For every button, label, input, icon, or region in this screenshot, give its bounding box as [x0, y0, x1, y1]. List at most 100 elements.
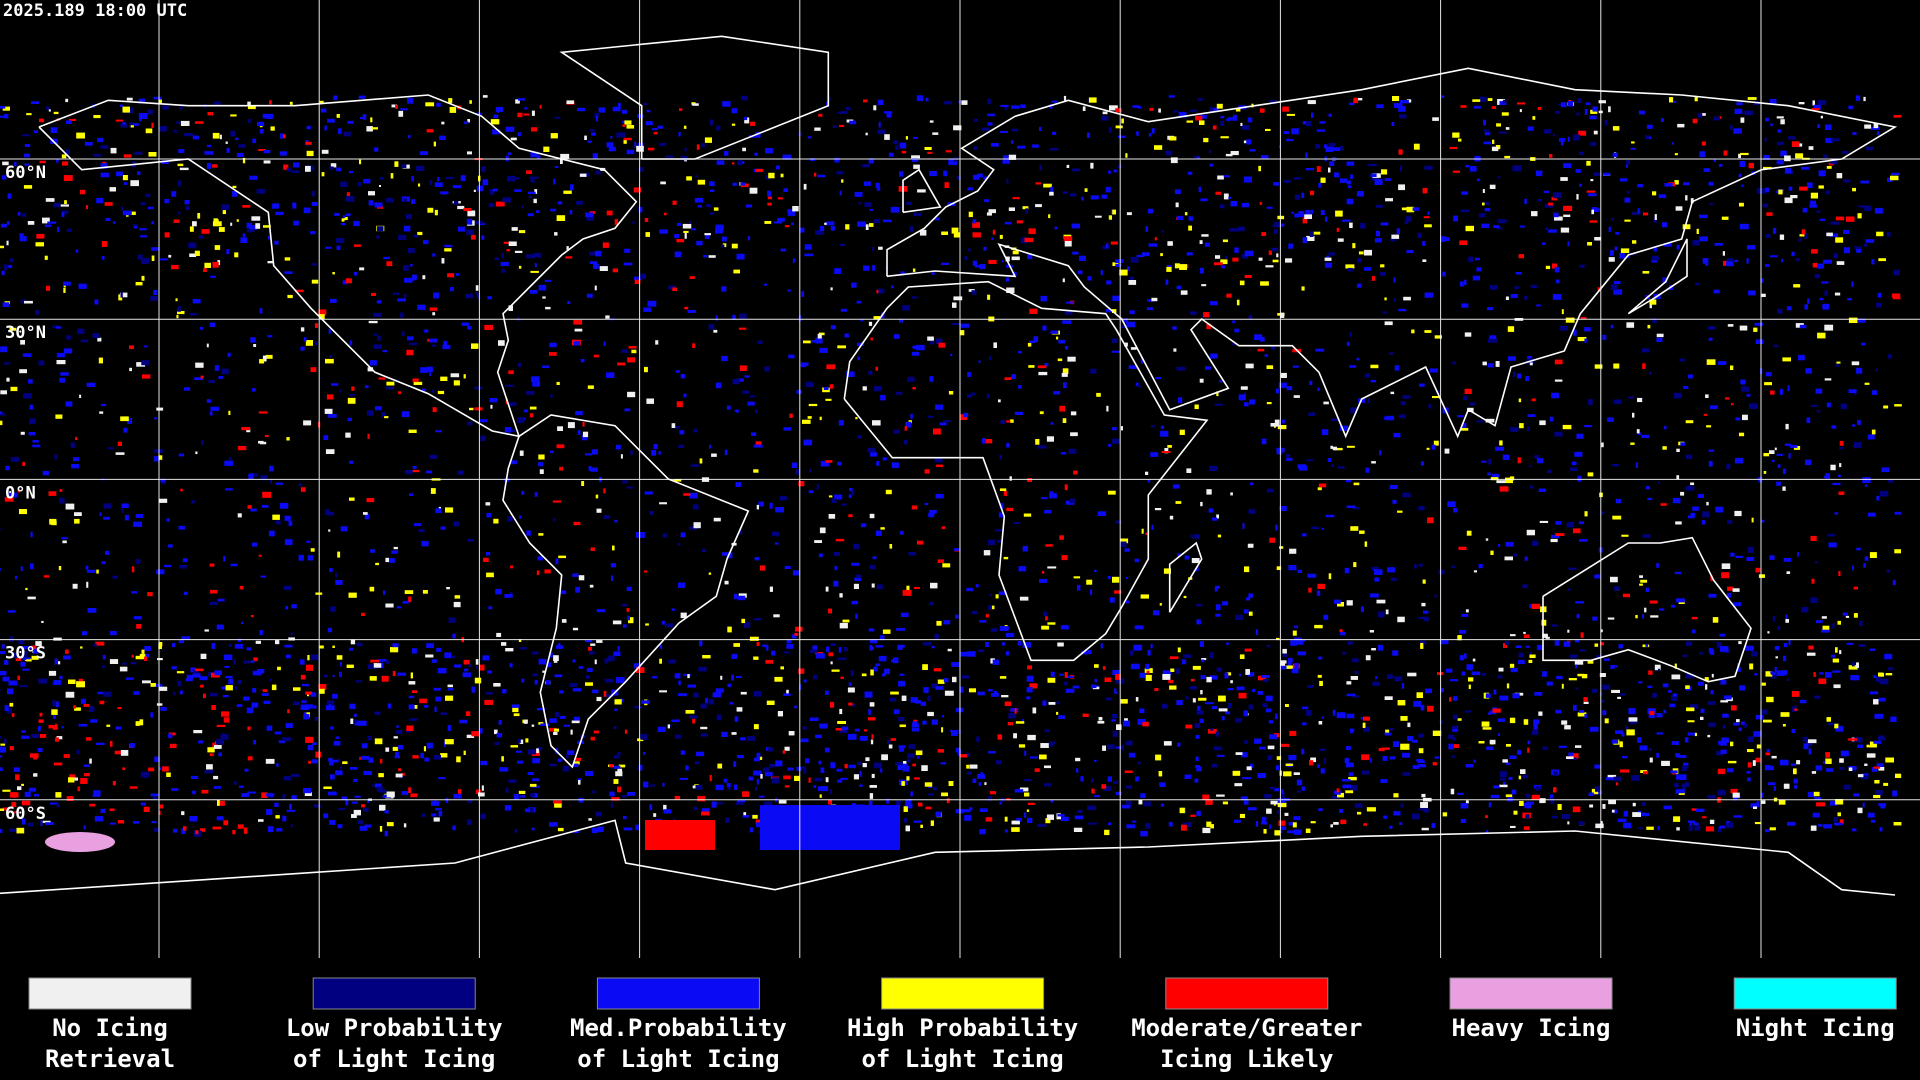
icing-pixel	[1291, 128, 1299, 135]
icing-pixel	[1476, 420, 1484, 423]
icing-pixel	[1572, 806, 1581, 813]
icing-pixel	[458, 789, 462, 795]
icing-pixel	[1049, 491, 1054, 496]
icing-pixel	[1375, 230, 1380, 237]
icing-pixel	[1497, 675, 1503, 679]
icing-pixel	[1342, 784, 1352, 789]
icing-pixel	[949, 161, 957, 166]
icing-pixel	[357, 182, 362, 187]
icing-pixel	[844, 764, 848, 769]
icing-pixel	[687, 309, 696, 313]
icing-pixel	[933, 428, 941, 435]
icing-pixel	[72, 583, 78, 589]
icing-pixel	[868, 321, 873, 326]
icing-pixel	[445, 695, 454, 701]
icing-pixel	[466, 229, 475, 235]
icing-pixel	[1202, 827, 1211, 834]
icing-pixel	[1195, 765, 1201, 768]
icing-pixel	[1107, 490, 1116, 495]
icing-pixel	[1062, 191, 1068, 194]
icing-pixel	[685, 765, 689, 771]
icing-pixel	[242, 157, 246, 164]
icing-pixel	[1474, 257, 1480, 261]
icing-pixel	[463, 208, 472, 212]
icing-pixel	[1549, 416, 1554, 422]
icing-pixel	[160, 478, 166, 483]
icing-pixel	[1011, 827, 1020, 832]
icing-pixel	[1692, 629, 1696, 634]
icing-pixel	[1315, 348, 1325, 352]
icing-pixel	[764, 283, 767, 286]
icing-pixel	[906, 201, 912, 205]
icing-pixel	[329, 354, 333, 358]
icing-pixel	[1578, 539, 1588, 542]
icing-pixel	[1287, 830, 1295, 834]
icing-pixel	[1158, 108, 1161, 113]
icing-pixel	[1520, 802, 1529, 806]
icing-pixel	[1011, 140, 1014, 144]
icing-pixel	[179, 167, 189, 171]
icing-pixel	[41, 620, 44, 623]
icing-pixel	[207, 112, 214, 116]
icing-pixel	[1623, 810, 1629, 817]
icing-pixel	[605, 315, 610, 319]
icing-pixel	[1755, 757, 1761, 763]
icing-pixel	[1243, 800, 1249, 805]
icing-pixel	[467, 421, 473, 426]
icing-pixel	[1597, 287, 1602, 291]
icing-pixel	[1746, 245, 1756, 250]
icing-pixel	[538, 533, 544, 536]
icing-pixel	[1452, 132, 1460, 138]
icing-pixel	[1765, 752, 1771, 756]
icing-pixel	[1228, 196, 1232, 199]
icing-pixel	[1864, 382, 1870, 385]
icing-pixel	[444, 248, 452, 252]
icing-pixel	[1535, 170, 1543, 177]
icing-pixel	[1577, 337, 1587, 342]
icing-pixel	[1049, 191, 1054, 196]
icing-pixel	[834, 268, 842, 274]
icing-pixel	[979, 620, 987, 623]
icing-pixel	[1404, 221, 1409, 224]
icing-pixel	[1813, 791, 1820, 797]
icing-pixel	[539, 469, 544, 474]
icing-pixel	[398, 768, 402, 772]
icing-pixel	[544, 279, 552, 282]
icing-pixel	[22, 668, 30, 671]
icing-pixel	[218, 376, 224, 379]
icing-pixel	[450, 373, 460, 378]
icing-pixel	[1345, 790, 1354, 794]
icing-pixel	[1044, 363, 1049, 367]
icing-pixel	[985, 613, 989, 618]
icing-pixel	[1777, 626, 1781, 631]
icing-pixel	[213, 218, 218, 225]
icing-pixel	[182, 558, 188, 562]
icing-pixel	[283, 585, 292, 590]
icing-pixel	[341, 218, 345, 222]
icing-pixel	[560, 590, 567, 595]
icing-pixel	[1826, 166, 1832, 169]
icing-pixel	[1493, 689, 1497, 695]
icing-pixel	[1137, 718, 1146, 725]
icing-pixel	[1878, 258, 1886, 262]
icing-pixel	[1304, 214, 1312, 219]
icing-pixel	[1602, 804, 1606, 809]
icing-pixel	[651, 449, 657, 456]
icing-pixel	[834, 494, 843, 500]
icing-pixel	[615, 771, 623, 777]
icing-pixel	[1534, 692, 1543, 696]
icing-pixel	[4, 705, 9, 711]
icing-pixel	[1545, 227, 1549, 230]
icing-pixel	[1661, 118, 1665, 122]
icing-pixel	[1258, 257, 1263, 261]
icing-pixel	[232, 185, 237, 189]
icing-pixel	[592, 689, 599, 694]
icing-pixel	[411, 469, 420, 473]
icing-pixel	[1504, 155, 1511, 159]
icing-pixel	[836, 171, 844, 175]
icing-pixel	[1773, 344, 1779, 348]
icing-pixel	[153, 456, 160, 462]
icing-pixel	[1782, 468, 1787, 474]
icing-pixel	[1023, 513, 1032, 517]
icing-pixel	[767, 190, 771, 197]
